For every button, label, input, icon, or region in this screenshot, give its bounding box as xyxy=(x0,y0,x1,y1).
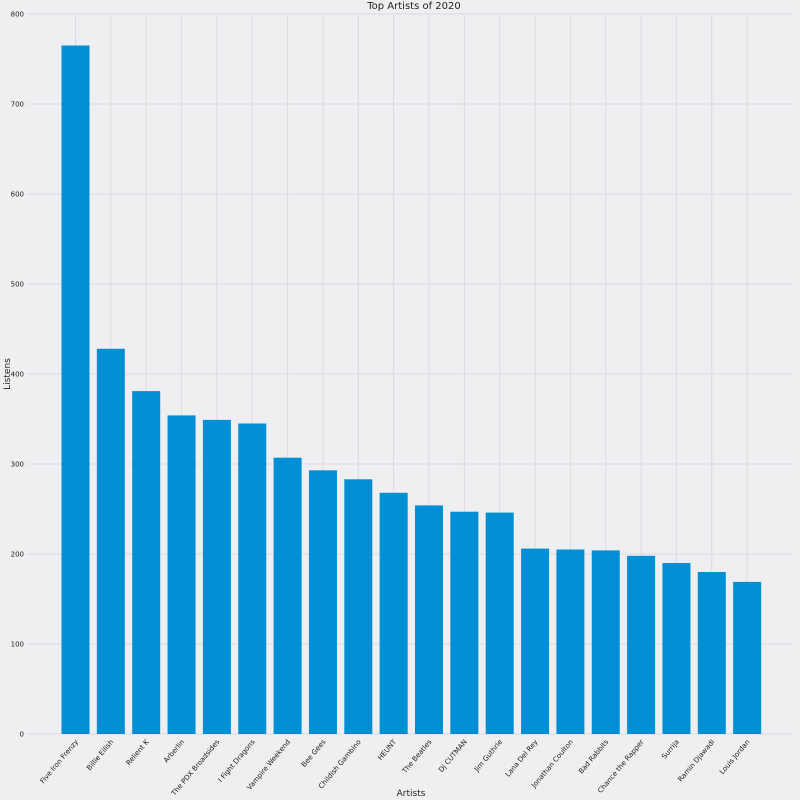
x-tick-label: Jim Guthrie xyxy=(472,738,504,774)
bar xyxy=(415,505,443,734)
bar xyxy=(273,457,302,734)
x-tick-label: Five Iron Frenzy xyxy=(39,738,80,785)
y-tick-label: 300 xyxy=(11,461,24,469)
y-tick-label: 100 xyxy=(11,641,24,649)
bar xyxy=(627,555,656,734)
bar xyxy=(167,415,196,734)
bar xyxy=(132,391,161,734)
bar xyxy=(450,511,479,734)
bar xyxy=(556,549,585,734)
bar xyxy=(733,581,762,734)
bar xyxy=(697,572,726,734)
bar xyxy=(379,492,408,734)
x-tick-label: Arberlin xyxy=(162,738,186,764)
x-tick-label: Relient K xyxy=(125,738,151,767)
x-tick-label: Dj CUTMAN xyxy=(437,738,469,774)
bar xyxy=(662,563,691,734)
y-tick-label: 200 xyxy=(11,551,24,559)
bar xyxy=(344,479,373,734)
x-tick-label: Billie Eilish xyxy=(85,738,115,772)
x-tick-label: Bee Gees xyxy=(300,738,328,769)
x-axis-title: Artists xyxy=(397,789,426,799)
y-tick-label: 0 xyxy=(20,731,24,739)
y-tick-label: 400 xyxy=(11,371,24,379)
y-tick-label: 600 xyxy=(11,191,24,199)
x-tick-label: Louis Jordan xyxy=(718,738,752,776)
bar xyxy=(521,548,550,734)
x-tick-label: HEUNT xyxy=(376,738,398,762)
chart-title: Top Artists of 2020 xyxy=(366,1,461,12)
x-tick-label: Ramin Djawadi xyxy=(676,738,716,783)
bar xyxy=(591,550,620,734)
bar xyxy=(96,348,125,734)
x-tick-label: Surrija xyxy=(660,738,681,761)
y-tick-labels: 0 100 200 300 400 500 600 700 800 xyxy=(11,11,24,739)
x-tick-label: The Beatles xyxy=(400,738,434,776)
bar xyxy=(238,423,267,734)
y-tick-label: 800 xyxy=(11,11,24,19)
bar xyxy=(202,419,231,734)
x-tick-label: Lana Del Rey xyxy=(504,738,540,778)
bar xyxy=(61,45,90,734)
bar xyxy=(485,512,514,734)
x-tick-label: Bad Rabbits xyxy=(577,738,610,776)
y-tick-label: 500 xyxy=(11,281,24,289)
y-axis-title: Listens xyxy=(3,358,13,390)
x-tick-label: I Fight Dragons xyxy=(217,738,257,784)
bar xyxy=(308,470,337,734)
bar-layer xyxy=(61,45,762,734)
x-tick-labels: Five Iron Frenzy Billie Eilish Relient K Ar… xyxy=(39,738,752,798)
y-tick-label: 700 xyxy=(11,101,24,109)
